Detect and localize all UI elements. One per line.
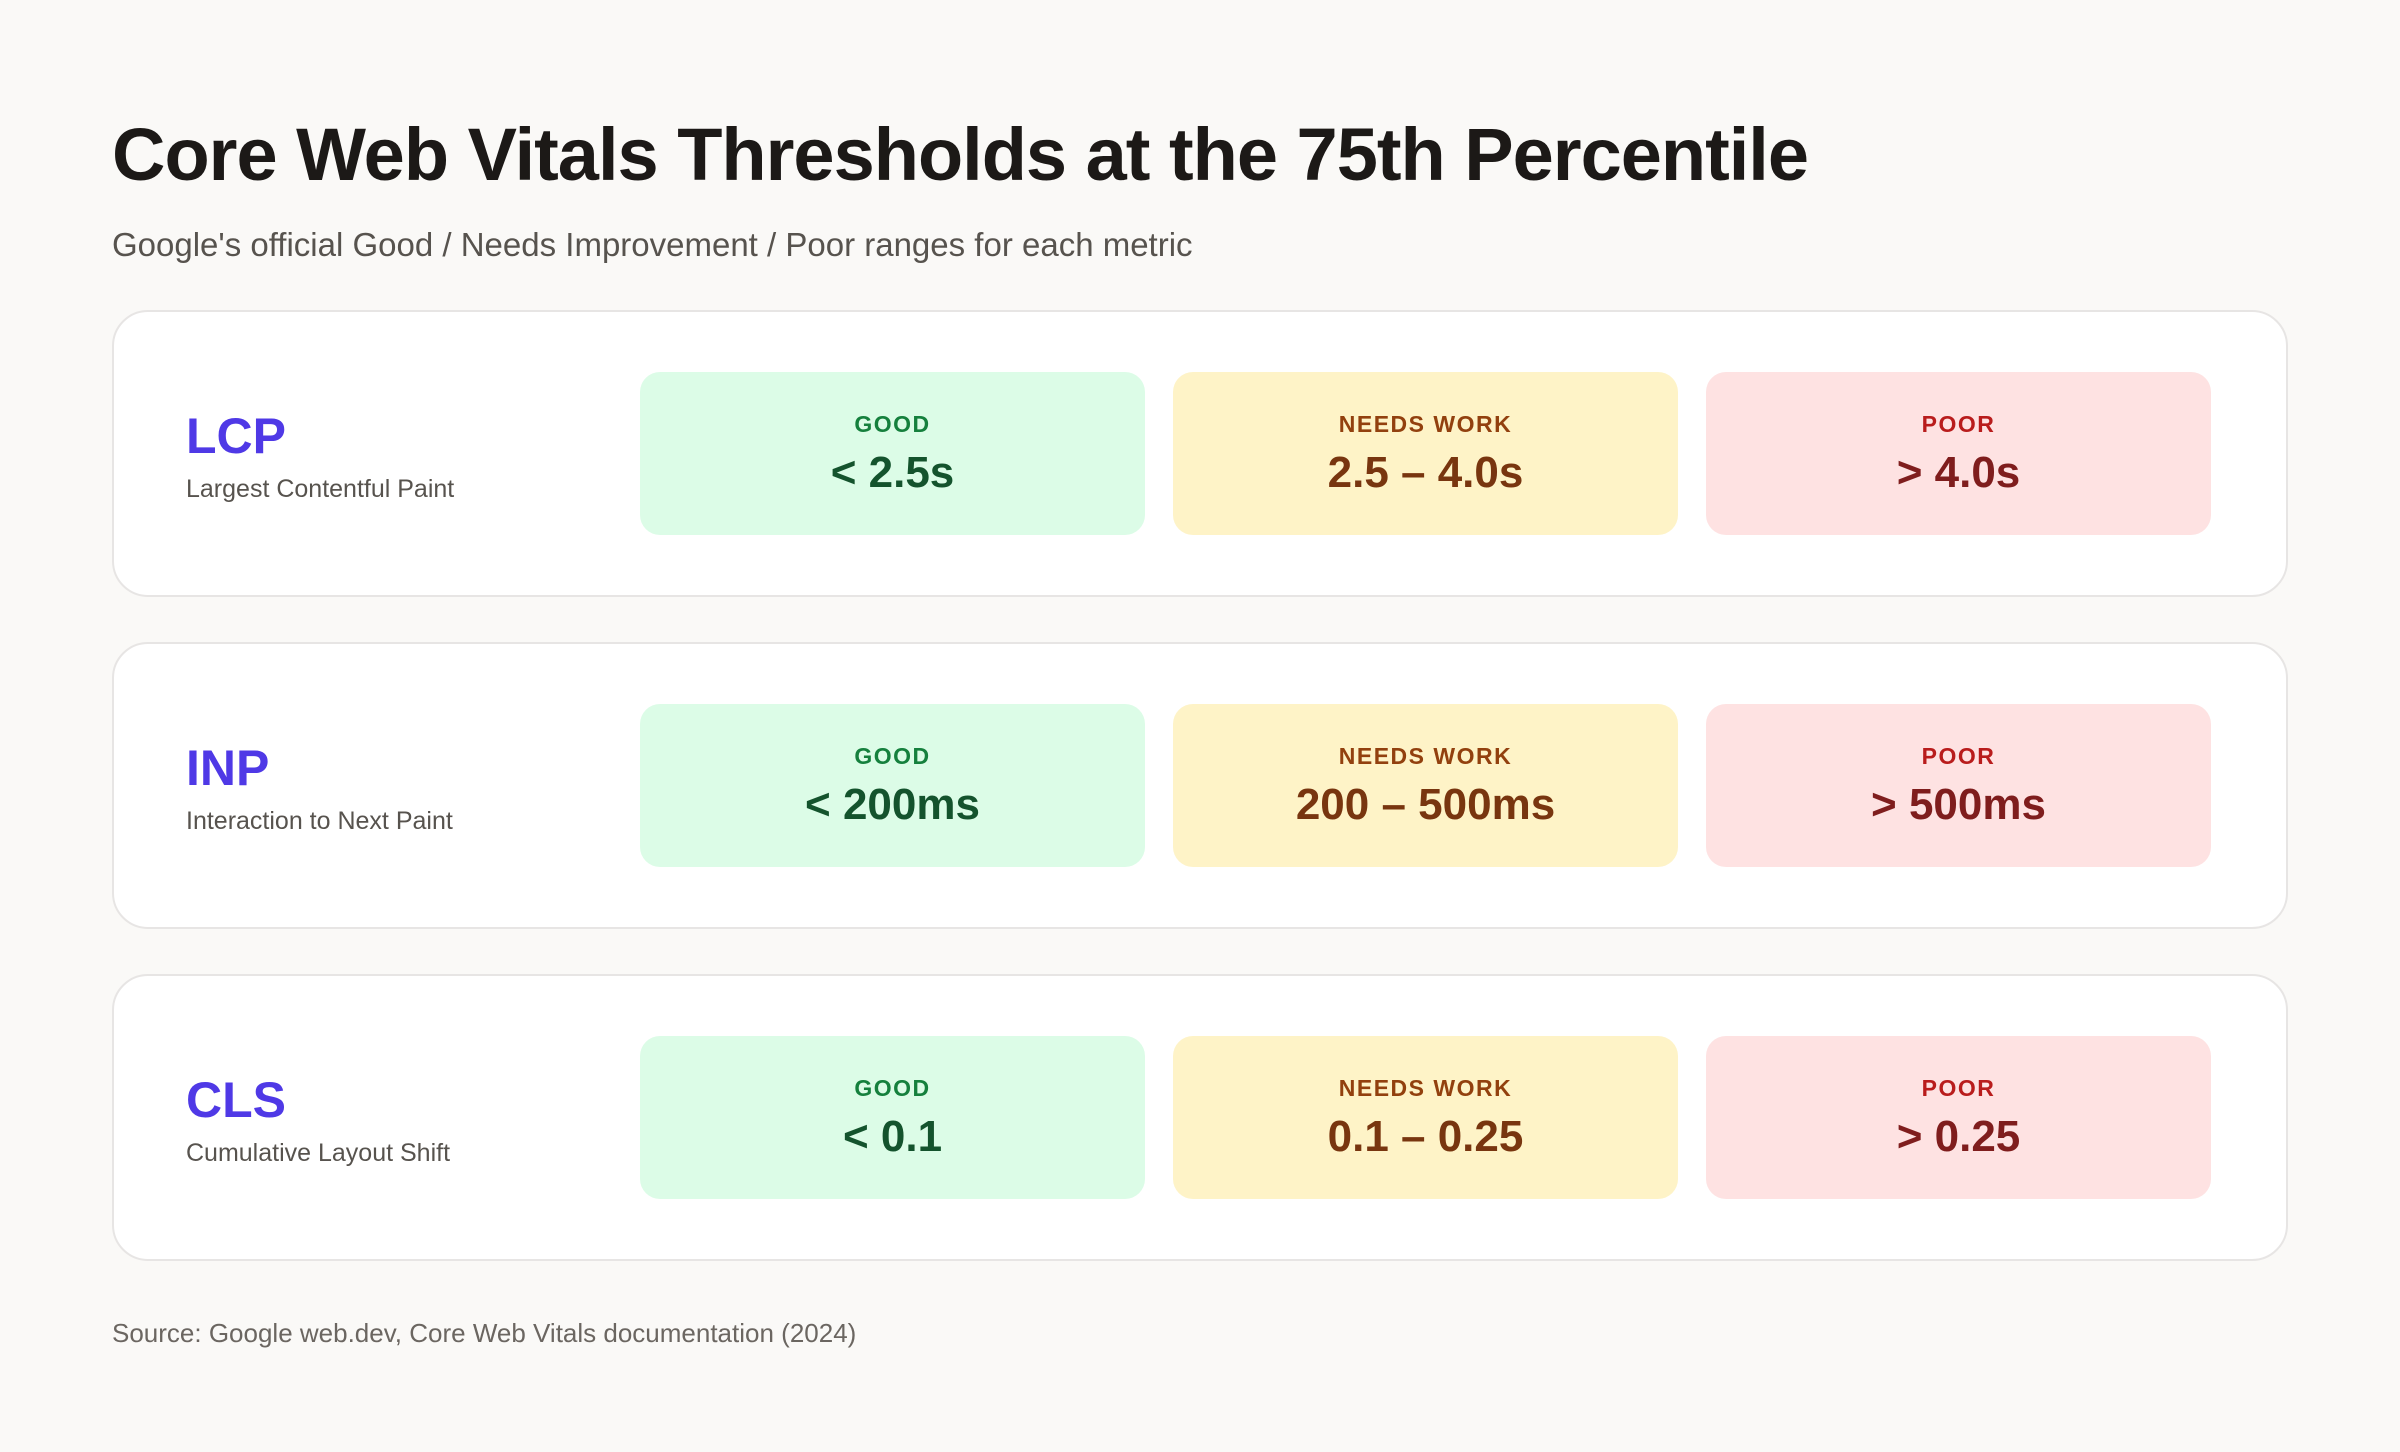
good-band: GOOD < 200ms — [640, 704, 1145, 867]
source-note: Source: Google web.dev, Core Web Vitals … — [112, 1318, 857, 1348]
threshold-bands: GOOD < 2.5s NEEDS WORK 2.5 – 4.0s POOR >… — [640, 372, 2214, 535]
poor-label: POOR — [1921, 742, 1996, 769]
needs-work-label: NEEDS WORK — [1338, 1074, 1513, 1101]
needs-work-label: NEEDS WORK — [1338, 410, 1513, 437]
poor-band: POOR > 500ms — [1706, 704, 2211, 867]
good-label: GOOD — [854, 742, 931, 769]
needs-work-label: NEEDS WORK — [1338, 742, 1513, 769]
poor-value: > 4.0s — [1896, 447, 2021, 497]
good-band: GOOD < 0.1 — [640, 1036, 1145, 1199]
metric-full-name: Cumulative Layout Shift — [186, 1138, 451, 1167]
poor-value: > 0.25 — [1896, 1111, 2021, 1161]
poor-band: POOR > 0.25 — [1706, 1036, 2211, 1199]
metric-card-inp: INP Interaction to Next Paint GOOD < 200… — [112, 642, 2288, 929]
page-subtitle: Google's official Good / Needs Improveme… — [112, 226, 1193, 263]
metric-abbreviation: INP — [186, 739, 270, 796]
page-title: Core Web Vitals Thresholds at the 75th P… — [112, 113, 1809, 196]
poor-label: POOR — [1921, 1074, 1996, 1101]
needs-work-band: NEEDS WORK 2.5 – 4.0s — [1173, 372, 1678, 535]
good-label: GOOD — [854, 1074, 931, 1101]
metric-full-name: Largest Contentful Paint — [186, 474, 455, 503]
metric-heading: CLS Cumulative Layout Shift — [186, 1068, 640, 1168]
metric-full-name: Interaction to Next Paint — [186, 806, 453, 835]
needs-work-value: 0.1 – 0.25 — [1327, 1111, 1524, 1161]
metric-heading: INP Interaction to Next Paint — [186, 736, 640, 836]
metric-heading: LCP Largest Contentful Paint — [186, 404, 640, 504]
good-value: < 2.5s — [830, 447, 955, 497]
needs-work-band: NEEDS WORK 0.1 – 0.25 — [1173, 1036, 1678, 1199]
metric-card-lcp: LCP Largest Contentful Paint GOOD < 2.5s… — [112, 310, 2288, 597]
metric-abbreviation: LCP — [186, 407, 286, 464]
needs-work-band: NEEDS WORK 200 – 500ms — [1173, 704, 1678, 867]
good-band: GOOD < 2.5s — [640, 372, 1145, 535]
metric-card-cls: CLS Cumulative Layout Shift GOOD < 0.1 N… — [112, 974, 2288, 1261]
metric-abbreviation: CLS — [186, 1071, 286, 1128]
good-value: < 200ms — [805, 779, 980, 829]
poor-value: > 500ms — [1871, 779, 2046, 829]
good-value: < 0.1 — [842, 1111, 943, 1161]
poor-label: POOR — [1921, 410, 1996, 437]
threshold-bands: GOOD < 200ms NEEDS WORK 200 – 500ms POOR… — [640, 704, 2214, 867]
metric-cards: LCP Largest Contentful Paint GOOD < 2.5s… — [112, 310, 2288, 1261]
good-label: GOOD — [854, 410, 931, 437]
poor-band: POOR > 4.0s — [1706, 372, 2211, 535]
needs-work-value: 2.5 – 4.0s — [1327, 447, 1524, 497]
needs-work-value: 200 – 500ms — [1295, 779, 1556, 829]
threshold-bands: GOOD < 0.1 NEEDS WORK 0.1 – 0.25 POOR > … — [640, 1036, 2214, 1199]
